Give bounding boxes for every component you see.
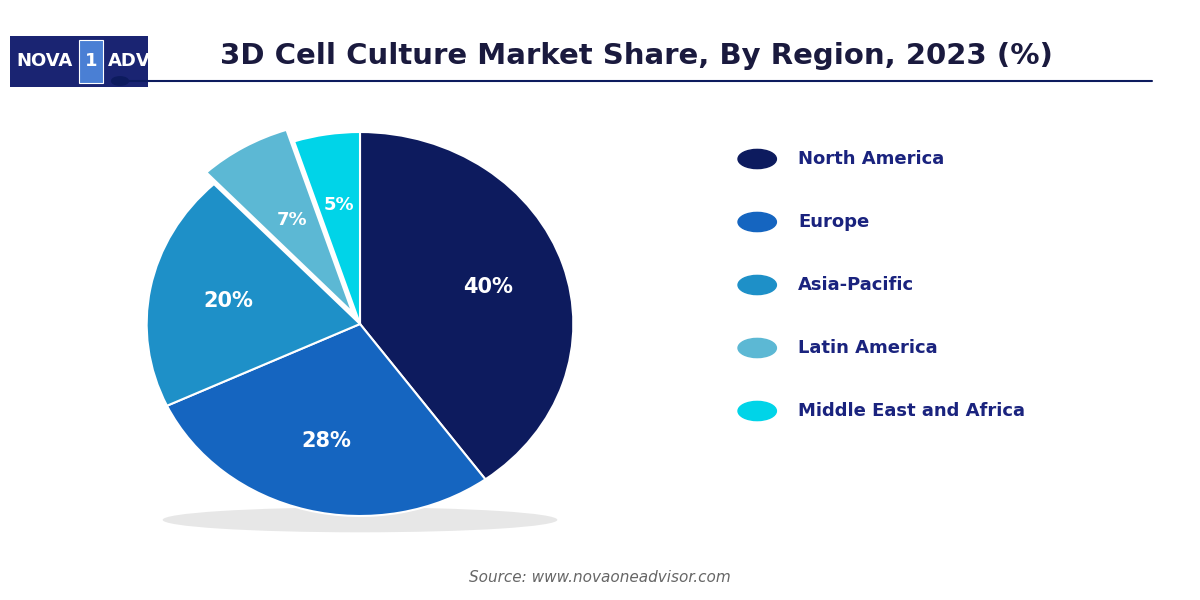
Text: Europe: Europe <box>798 213 869 231</box>
Text: Asia-Pacific: Asia-Pacific <box>798 276 914 294</box>
Text: 1: 1 <box>85 52 97 70</box>
Wedge shape <box>167 324 485 516</box>
Text: ADVISOR: ADVISOR <box>108 52 199 70</box>
Text: Source: www.novaoneadvisor.com: Source: www.novaoneadvisor.com <box>469 570 731 585</box>
Wedge shape <box>360 132 574 479</box>
Wedge shape <box>146 184 360 406</box>
FancyBboxPatch shape <box>10 36 148 87</box>
Text: 7%: 7% <box>276 211 307 229</box>
Text: NOVA: NOVA <box>17 52 73 70</box>
Text: 3D Cell Culture Market Share, By Region, 2023 (%): 3D Cell Culture Market Share, By Region,… <box>220 42 1052 70</box>
Text: 28%: 28% <box>301 431 352 451</box>
Text: 40%: 40% <box>463 277 512 296</box>
Text: North America: North America <box>798 150 944 168</box>
Text: 5%: 5% <box>324 196 354 214</box>
FancyBboxPatch shape <box>79 40 103 83</box>
Text: 20%: 20% <box>203 292 253 311</box>
Text: Middle East and Africa: Middle East and Africa <box>798 402 1025 420</box>
Text: Latin America: Latin America <box>798 339 937 357</box>
Ellipse shape <box>163 508 557 532</box>
Wedge shape <box>206 130 353 313</box>
Wedge shape <box>294 132 360 324</box>
